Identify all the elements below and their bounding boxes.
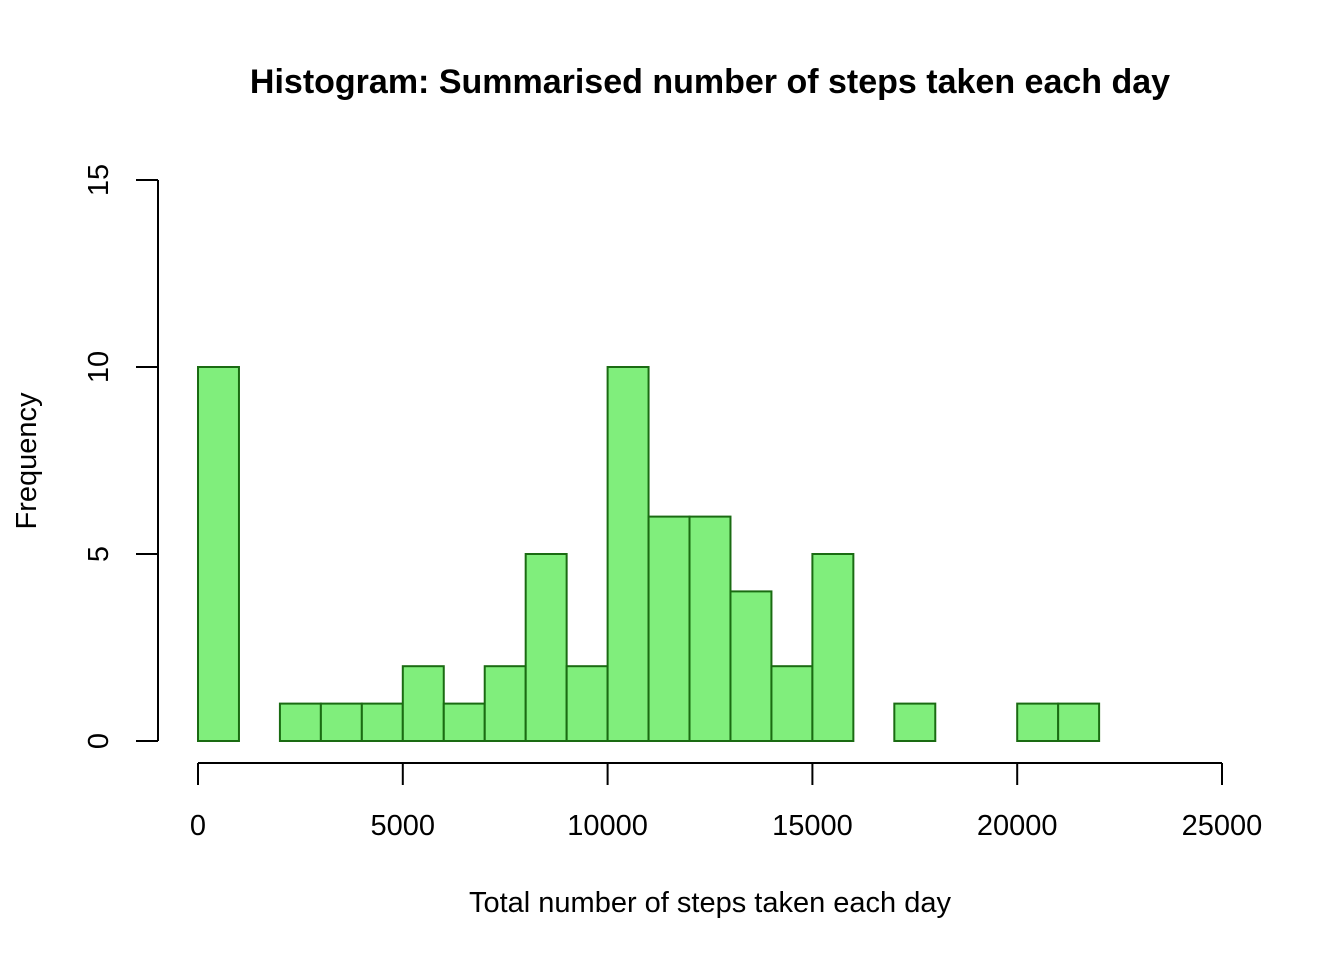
histogram-bar: [524, 553, 568, 742]
x-axis-title: Total number of steps taken each day: [469, 887, 952, 919]
histogram-bar: [565, 665, 609, 743]
histogram-bar: [606, 366, 650, 742]
x-tick-label: 15000: [772, 810, 853, 842]
y-tick-label: 10: [83, 351, 115, 383]
y-axis: 0 5 10 15: [83, 164, 159, 749]
histogram-bar: [197, 366, 240, 742]
y-tick-label: 5: [83, 546, 115, 562]
histogram-bar: [278, 702, 322, 742]
x-tick-label: 10000: [567, 810, 648, 842]
y-axis-title: Frequency: [11, 392, 43, 530]
x-axis: 0 5000 10000 15000 20000 25000: [190, 762, 1263, 842]
y-tick-label: 15: [83, 164, 115, 196]
histogram-bar: [770, 665, 814, 743]
histogram-bar: [1016, 702, 1060, 742]
histogram-bar: [811, 553, 855, 742]
histogram-bar: [483, 665, 527, 743]
x-tick-label: 5000: [371, 810, 436, 842]
x-tick-label: 25000: [1182, 810, 1263, 842]
y-tick-label: 0: [83, 733, 115, 749]
histogram-bar: [319, 702, 363, 742]
histogram-bar: [442, 702, 486, 742]
histogram-bar: [360, 702, 404, 742]
x-tick-label: 0: [190, 810, 206, 842]
histogram-bar: [893, 702, 937, 742]
histogram-bar: [729, 590, 773, 743]
chart-title: Histogram: Summarised number of steps ta…: [250, 63, 1170, 101]
histogram-bar: [688, 515, 732, 742]
histogram-bar: [1057, 702, 1101, 742]
histogram-bar: [401, 665, 445, 743]
x-tick-label: 20000: [977, 810, 1058, 842]
bars-group: [197, 366, 1101, 743]
histogram-bar: [647, 515, 691, 742]
